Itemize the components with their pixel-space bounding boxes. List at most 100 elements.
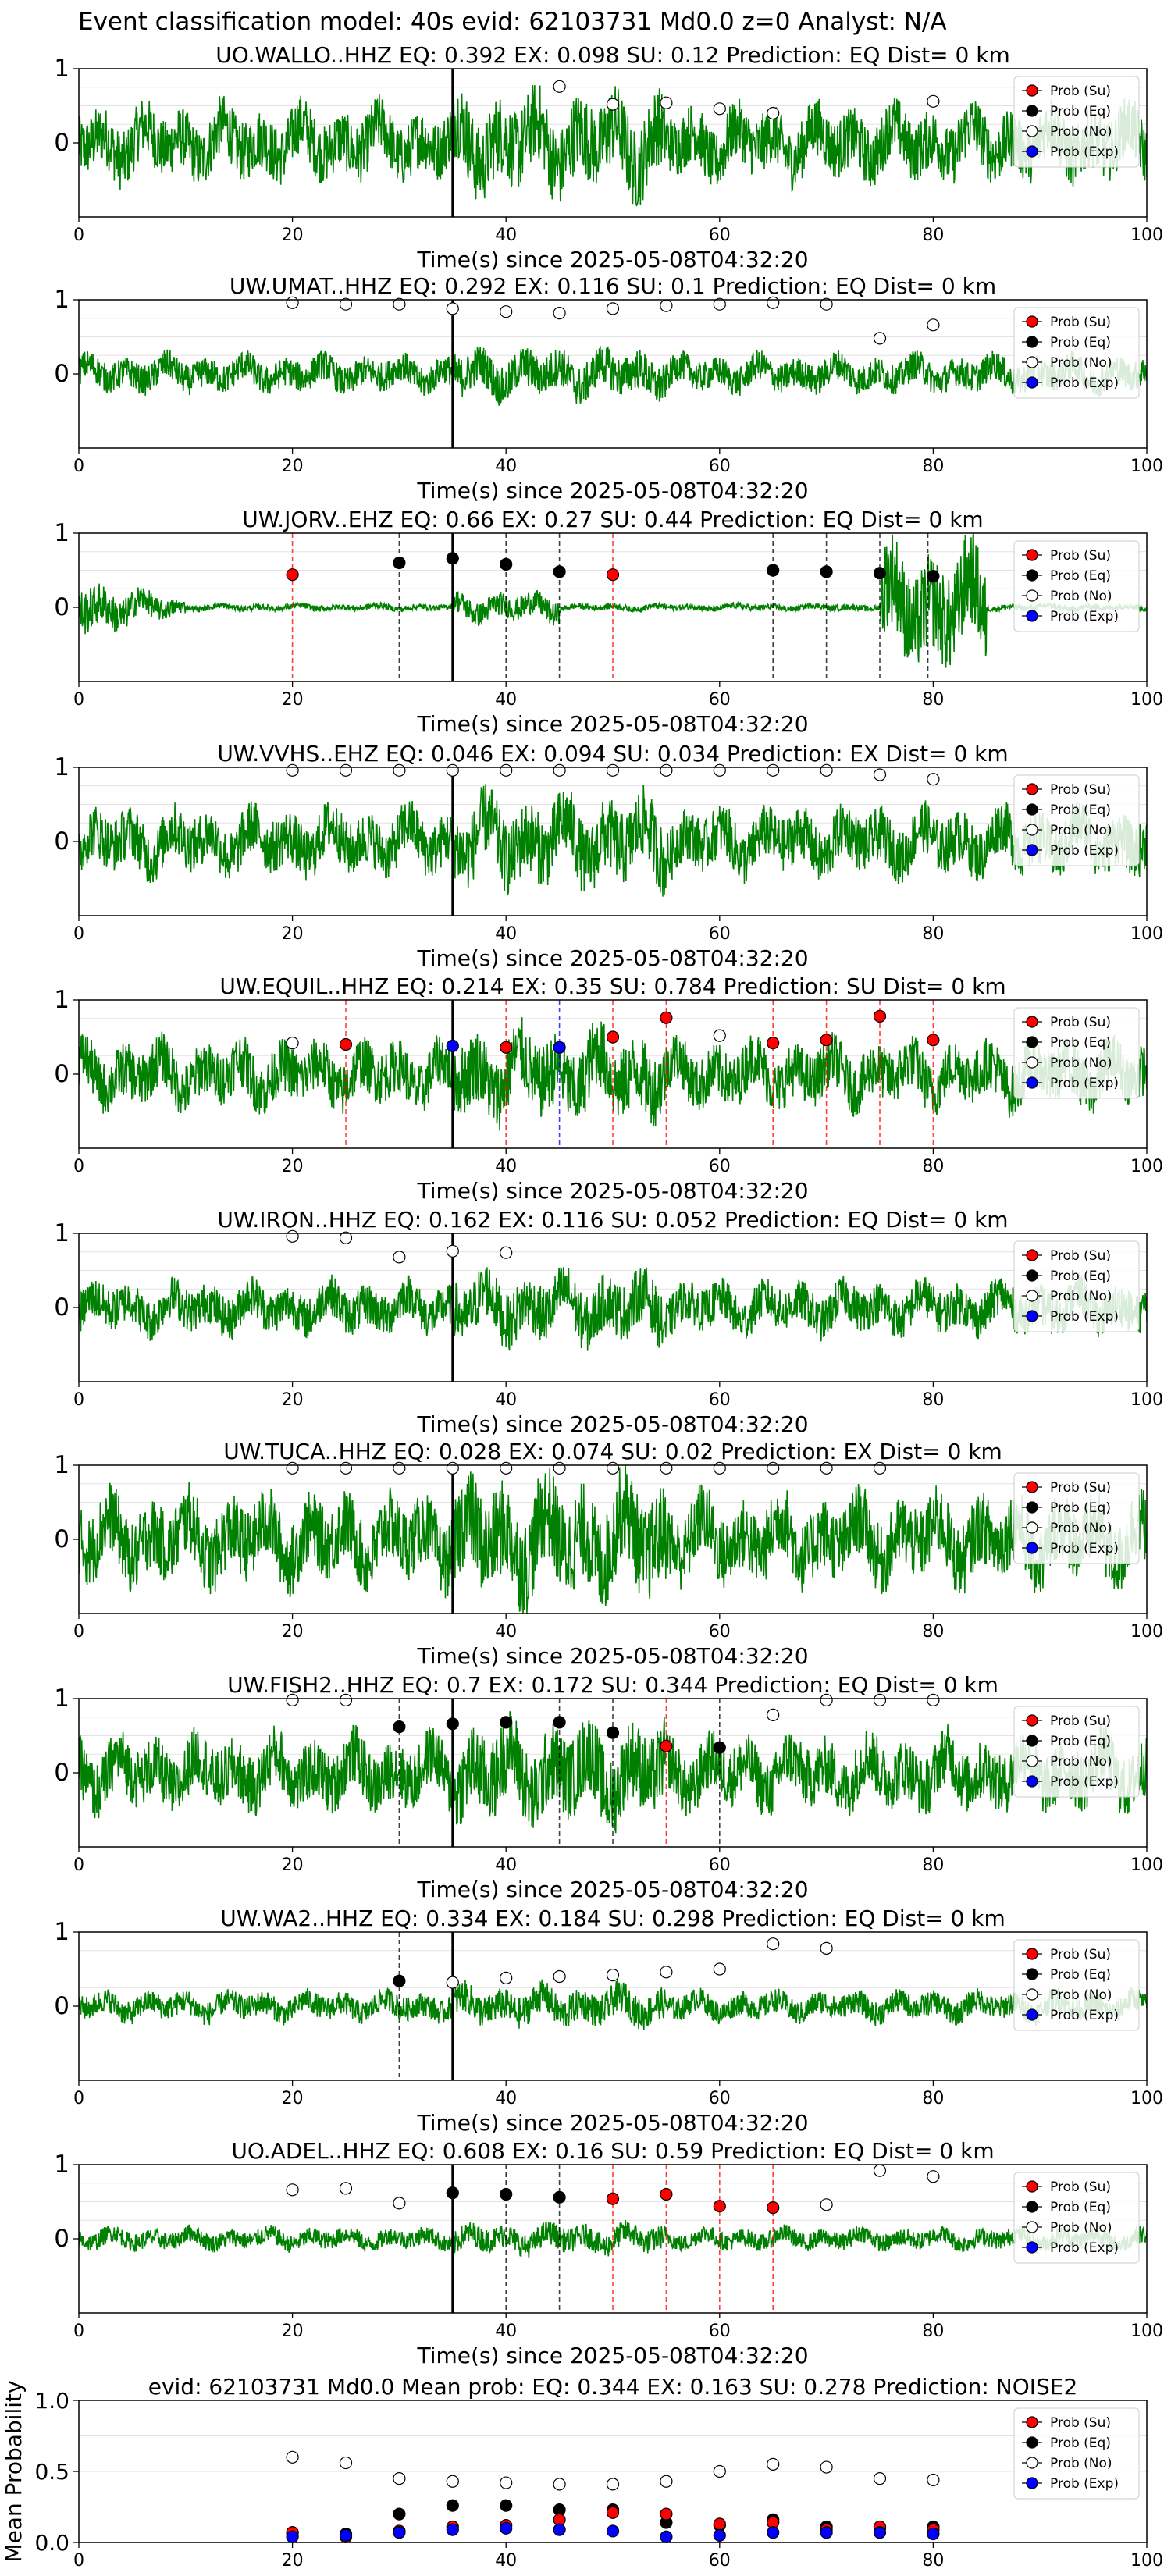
legend-marker-eq [1026,569,1038,582]
x-tick-label: 60 [709,2551,731,2571]
legend-marker-su [1026,2416,1038,2428]
prob-point-su [500,1041,513,1054]
legend-marker-no [1026,824,1038,836]
prob-point-no [500,763,513,777]
prob-point-no [660,299,673,312]
prob-point-no [500,1246,513,1259]
legend-label: Prob (No) [1050,1055,1112,1071]
prob-point-eq [873,567,887,580]
x-tick-label: 20 [282,1390,304,1410]
prob-point-su [820,1034,833,1047]
legend-marker-su [1026,1249,1038,1261]
legend-box [1013,774,1140,866]
waveform-trace [79,1266,1147,1351]
legend-box [1013,1706,1140,1798]
x-tick-label: 40 [495,1390,517,1410]
prob-point-no [820,763,833,777]
y-tick-label: 0 [54,129,69,157]
legend-box [1013,1007,1140,1099]
prob-point-no [393,1251,406,1264]
prob-point-no [660,763,673,777]
legend-label: Prob (Su) [1050,2415,1111,2431]
legend-label: Prob (Exp) [1050,2008,1119,2023]
legend-marker-su [1026,315,1038,328]
x-tick-label: 80 [922,1390,944,1410]
y-axis-label: Mean Probability [1,2380,27,2562]
legend-box [1013,76,1140,168]
legend-marker-exp [1026,1076,1038,1089]
x-tick-label: 60 [709,690,731,710]
prob-point-no [820,1461,833,1475]
x-tick-label: 80 [922,690,944,710]
prob-point-eq [393,1720,406,1734]
x-tick-label: 80 [922,1157,944,1176]
legend-label: Prob (Su) [1050,1480,1111,1496]
x-tick-label: 20 [282,226,304,245]
panels: UO.WALLO..HHZ EQ: 0.392 EX: 0.098 SU: 0.… [1,42,1163,2571]
x-tick-label: 40 [495,2322,517,2341]
mean-point-exp [553,2523,566,2536]
y-tick-label: 1.0 [34,2388,69,2414]
waveform-trace [79,346,1147,406]
x-tick-label: 20 [282,2089,304,2108]
panel-10: UO.ADEL..HHZ EQ: 0.608 EX: 0.16 SU: 0.59… [54,2138,1163,2368]
legend-label: Prob (No) [1050,124,1112,140]
x-tick-label: 80 [922,924,944,944]
prob-point-su [606,2192,620,2205]
x-tick-label: 60 [709,1157,731,1176]
prob-point-no [339,297,353,311]
prob-point-no [286,2183,299,2197]
prob-point-no [767,1461,780,1475]
mean-point-exp [339,2528,353,2542]
legend: Prob (Su) Prob (Eq) Prob (No) Prob (Exp) [1013,307,1140,399]
x-tick-label: 40 [495,690,517,710]
legend-marker-no [1026,589,1038,602]
prob-point-no [286,1693,299,1706]
panel-6: UW.IRON..HHZ EQ: 0.162 EX: 0.116 SU: 0.0… [54,1207,1163,1437]
prob-point-no [873,1693,887,1706]
legend-box [1013,2172,1140,2264]
prob-point-no [553,763,566,777]
prob-point-no [873,768,887,781]
legend-marker-eq [1026,1968,1038,1980]
prob-point-no [393,297,406,311]
prob-point-no [873,2164,887,2177]
panel-1: UO.WALLO..HHZ EQ: 0.392 EX: 0.098 SU: 0.… [54,42,1163,272]
legend: Prob (Su) Prob (Eq) Prob (No) Prob (Exp) [1013,2407,1140,2500]
legend-label: Prob (Eq) [1050,1967,1111,1983]
legend-label: Prob (Exp) [1050,144,1119,160]
prob-point-no [339,1461,353,1475]
x-tick-label: 20 [282,924,304,944]
prob-point-no [286,296,299,309]
y-tick-label: 0 [54,1060,69,1088]
prob-point-eq [500,1716,513,1729]
legend-label: Prob (No) [1050,355,1112,371]
mean-point-exp [286,2530,299,2543]
x-tick-label: 0 [73,2089,84,2108]
waveform-trace [79,1465,1147,1614]
prob-point-no [713,1461,726,1475]
panel-9: UW.WA2..HHZ EQ: 0.334 EX: 0.184 SU: 0.29… [54,1905,1163,2136]
prob-point-su [660,1011,673,1024]
prob-point-no [713,1029,726,1042]
legend-label: Prob (Exp) [1050,2240,1119,2256]
x-tick-label: 100 [1130,2551,1163,2571]
x-tick-label: 0 [73,457,84,476]
prob-point-eq [446,1717,459,1731]
prob-point-no [873,332,887,345]
x-tick-label: 60 [709,1856,731,1875]
legend-label: Prob (Eq) [1050,1500,1111,1516]
y-tick-label: 1 [54,1219,69,1247]
prob-point-no [713,102,726,116]
legend-label: Prob (Su) [1050,1015,1111,1030]
mean-point-no [500,2476,513,2489]
x-tick-label: 20 [282,2322,304,2341]
x-tick-label: 100 [1130,690,1163,710]
x-tick-label: 20 [282,1622,304,1642]
y-tick-label: 0 [54,1759,69,1787]
y-tick-label: 1 [54,2151,69,2179]
prob-point-no [553,80,566,93]
legend-box [1013,307,1140,399]
prob-point-eq [553,1716,566,1729]
prob-point-no [927,2170,940,2183]
